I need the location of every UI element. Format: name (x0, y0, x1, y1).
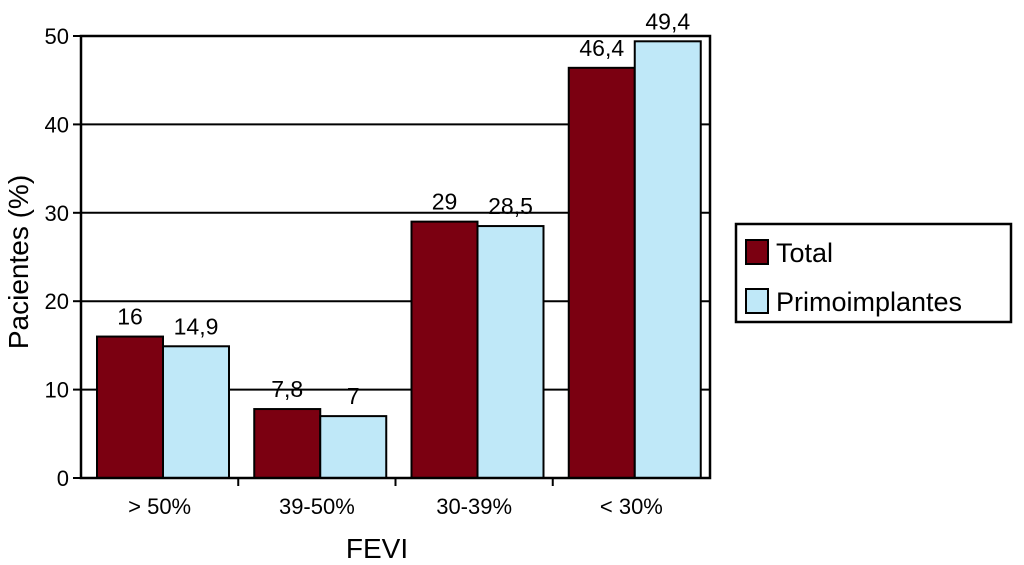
x-tick-label: < 30% (600, 494, 663, 519)
x-axis-title: FEVI (346, 533, 408, 564)
y-tick-label: 20 (45, 289, 69, 314)
legend-label-primoimplantes: Primoimplantes (776, 287, 962, 317)
bar-total (96, 335, 164, 479)
x-tick-label: > 50% (128, 494, 191, 519)
y-tick-label: 40 (45, 112, 69, 137)
legend: Total Primoimplantes (734, 222, 1013, 324)
data-label: 7,8 (271, 376, 303, 402)
y-axis-title: Pacientes (%) (3, 175, 34, 349)
x-tick-label: 39-50% (279, 494, 355, 519)
x-tick-label: 30-39% (436, 494, 512, 519)
data-label: 16 (117, 304, 143, 330)
legend-swatch-primoimplantes (745, 288, 769, 314)
data-label: 14,9 (174, 313, 219, 339)
bar-primoimplantes (162, 345, 230, 479)
bar-primoimplantes (476, 225, 545, 479)
y-tick-label: 10 (45, 378, 69, 403)
data-label: 28,5 (488, 193, 533, 219)
y-tick-label: 50 (45, 24, 69, 49)
data-labels: 16 14,9 7,8 7 29 28,5 46,4 49,4 (117, 8, 690, 409)
plot-area-frame (79, 34, 712, 480)
data-label: 29 (432, 189, 458, 215)
y-axis-ticks: 0 10 20 30 40 50 (45, 24, 81, 491)
y-tick-label: 30 (45, 201, 69, 226)
bar-total (253, 408, 322, 480)
y-tick-label: 0 (57, 466, 69, 491)
data-label: 46,4 (579, 35, 624, 61)
bar-primoimplantes (319, 415, 388, 479)
data-label: 7 (347, 383, 360, 409)
bars (96, 40, 702, 480)
bar-total (410, 220, 479, 479)
bar-primoimplantes (633, 40, 702, 480)
legend-label-total: Total (776, 238, 833, 268)
x-axis-ticks: > 50% 39-50% 30-39% < 30% (128, 478, 663, 519)
legend-swatch-total (745, 239, 769, 265)
bar-total (567, 66, 636, 479)
legend-box (734, 222, 1013, 324)
data-label: 49,4 (645, 8, 690, 34)
